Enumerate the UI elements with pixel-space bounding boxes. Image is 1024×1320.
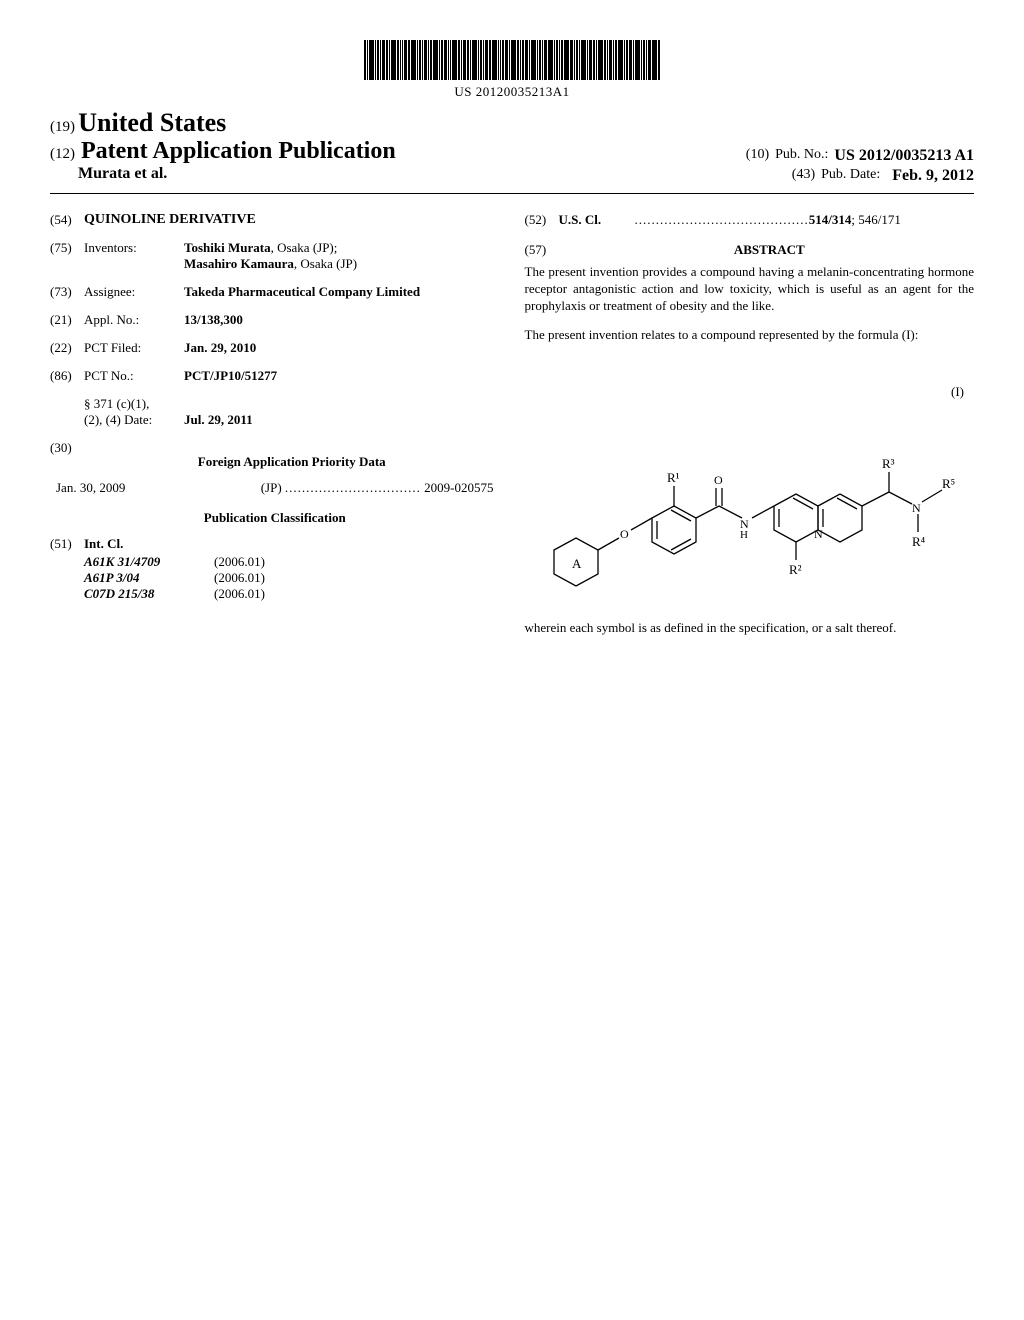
ipc-edition: (2006.01) bbox=[214, 586, 265, 602]
svg-text:R⁵: R⁵ bbox=[942, 476, 955, 491]
pub-class-header: Publication Classification bbox=[50, 510, 500, 526]
svg-text:O: O bbox=[620, 527, 629, 541]
field-num: (57) bbox=[525, 242, 559, 264]
priority-date: Jan. 30, 2009 bbox=[56, 480, 125, 496]
chemical-structure: A O R¹ O N H bbox=[534, 420, 964, 600]
horizontal-rule bbox=[50, 193, 974, 194]
field-label: Inventors: bbox=[84, 240, 184, 272]
ipc-block: A61K 31/4709 (2006.01) A61P 3/04 (2006.0… bbox=[84, 554, 500, 602]
svg-text:O: O bbox=[714, 473, 723, 487]
abstract-header-row: (57) ABSTRACT bbox=[525, 242, 975, 264]
field-num: (52) bbox=[525, 212, 559, 228]
inventor-loc: , Osaka (JP); bbox=[271, 240, 338, 255]
assignee-row: (73) Assignee: Takeda Pharmaceutical Com… bbox=[50, 284, 500, 300]
uscl-value-bold: 514/314 bbox=[809, 212, 852, 228]
svg-text:N: N bbox=[814, 527, 823, 541]
ipc-edition: (2006.01) bbox=[214, 554, 265, 570]
svg-text:R²: R² bbox=[789, 562, 802, 577]
field-num: (86) bbox=[50, 368, 84, 384]
inventor-name: Toshiki Murata bbox=[184, 240, 271, 255]
priority-row: Jan. 30, 2009 (JP) .....................… bbox=[56, 480, 494, 496]
ipc-code: C07D 215/38 bbox=[84, 586, 214, 602]
pub-date-label: Pub. Date: bbox=[821, 167, 880, 185]
svg-text:H: H bbox=[740, 529, 748, 541]
pctno-value: PCT/JP10/51277 bbox=[184, 368, 277, 384]
country-code: (19) bbox=[50, 119, 75, 135]
formula-label: (I) bbox=[525, 384, 965, 400]
pub-no-code: (10) bbox=[746, 147, 769, 165]
field-num: (54) bbox=[50, 212, 84, 228]
barcode bbox=[364, 40, 660, 80]
field-num: (51) bbox=[50, 536, 84, 552]
header-section: (19) United States (12) Patent Applicati… bbox=[50, 108, 974, 185]
s371-label2: (2), (4) Date: bbox=[84, 412, 184, 428]
abstract-header: ABSTRACT bbox=[565, 242, 975, 258]
ipc-code: A61K 31/4709 bbox=[84, 554, 214, 570]
s371-block: § 371 (c)(1), (2), (4) Date: Jul. 29, 20… bbox=[84, 396, 500, 428]
field-num: (73) bbox=[50, 284, 84, 300]
pub-no-value: US 2012/0035213 A1 bbox=[834, 147, 974, 165]
pub-no-label: Pub. No.: bbox=[775, 147, 828, 165]
uscl-value-rest: ; 546/171 bbox=[851, 212, 900, 228]
intcl-label: Int. Cl. bbox=[84, 536, 123, 552]
foreign-header: Foreign Application Priority Data bbox=[84, 454, 500, 470]
svg-text:R³: R³ bbox=[882, 456, 895, 471]
abstract-p3: wherein each symbol is as defined in the… bbox=[525, 620, 975, 637]
title-row: (54) QUINOLINE DERIVATIVE bbox=[50, 212, 500, 228]
right-column: (52) U.S. Cl. ..........................… bbox=[525, 212, 975, 648]
inventor-loc: , Osaka (JP) bbox=[294, 256, 357, 271]
ipc-row: A61K 31/4709 (2006.01) bbox=[84, 554, 500, 570]
inventors-value: Toshiki Murata, Osaka (JP); Masahiro Kam… bbox=[184, 240, 357, 272]
intcl-row: (51) Int. Cl. bbox=[50, 536, 500, 552]
inventor-name: Masahiro Kamaura bbox=[184, 256, 294, 271]
field-label: Appl. No.: bbox=[84, 312, 184, 328]
pub-type: Patent Application Publication bbox=[81, 138, 396, 165]
uscl-row: (52) U.S. Cl. ..........................… bbox=[525, 212, 975, 228]
ipc-edition: (2006.01) bbox=[214, 570, 265, 586]
assignee-value: Takeda Pharmaceutical Company Limited bbox=[184, 284, 420, 300]
priority-country: (JP) bbox=[261, 480, 282, 495]
pctno-row: (86) PCT No.: PCT/JP10/51277 bbox=[50, 368, 500, 384]
field-num: (30) bbox=[50, 440, 84, 480]
pctfiled-row: (22) PCT Filed: Jan. 29, 2010 bbox=[50, 340, 500, 356]
field-label: PCT No.: bbox=[84, 368, 184, 384]
svg-text:R¹: R¹ bbox=[667, 470, 680, 485]
ipc-code: A61P 3/04 bbox=[84, 570, 214, 586]
abstract-p1: The present invention provides a compoun… bbox=[525, 264, 975, 315]
barcode-text: US 20120035213A1 bbox=[454, 84, 569, 100]
priority-dots: ................................ bbox=[285, 480, 421, 495]
svg-text:R⁴: R⁴ bbox=[912, 534, 926, 549]
pctfiled-value: Jan. 29, 2010 bbox=[184, 340, 256, 356]
authors-line: Murata et al. bbox=[78, 165, 167, 183]
field-num: (21) bbox=[50, 312, 84, 328]
left-column: (54) QUINOLINE DERIVATIVE (75) Inventors… bbox=[50, 212, 500, 648]
s371-label1: § 371 (c)(1), bbox=[84, 396, 500, 412]
ipc-row: A61P 3/04 (2006.01) bbox=[84, 570, 500, 586]
ipc-row: C07D 215/38 (2006.01) bbox=[84, 586, 500, 602]
pub-date-code: (43) bbox=[792, 167, 815, 185]
uscl-dots: ........................................… bbox=[635, 212, 809, 228]
svg-text:N: N bbox=[912, 501, 921, 515]
field-label: PCT Filed: bbox=[84, 340, 184, 356]
priority-number: 2009-020575 bbox=[424, 480, 493, 495]
pub-date-value: Feb. 9, 2012 bbox=[892, 167, 974, 185]
abstract-p2: The present invention relates to a compo… bbox=[525, 327, 975, 344]
applno-row: (21) Appl. No.: 13/138,300 bbox=[50, 312, 500, 328]
inventors-row: (75) Inventors: Toshiki Murata, Osaka (J… bbox=[50, 240, 500, 272]
applno-value: 13/138,300 bbox=[184, 312, 243, 328]
field-num: (22) bbox=[50, 340, 84, 356]
body-columns: (54) QUINOLINE DERIVATIVE (75) Inventors… bbox=[50, 212, 974, 648]
barcode-block: US 20120035213A1 bbox=[50, 40, 974, 100]
foreign-header-row: (30) Foreign Application Priority Data bbox=[50, 440, 500, 480]
s371-value: Jul. 29, 2011 bbox=[184, 412, 253, 428]
country-name: United States bbox=[78, 108, 226, 137]
field-label: Assignee: bbox=[84, 284, 184, 300]
pub-type-code: (12) bbox=[50, 146, 75, 163]
svg-text:A: A bbox=[572, 556, 582, 571]
uscl-label: U.S. Cl. bbox=[559, 212, 635, 228]
field-num: (75) bbox=[50, 240, 84, 272]
title-value: QUINOLINE DERIVATIVE bbox=[84, 212, 256, 228]
